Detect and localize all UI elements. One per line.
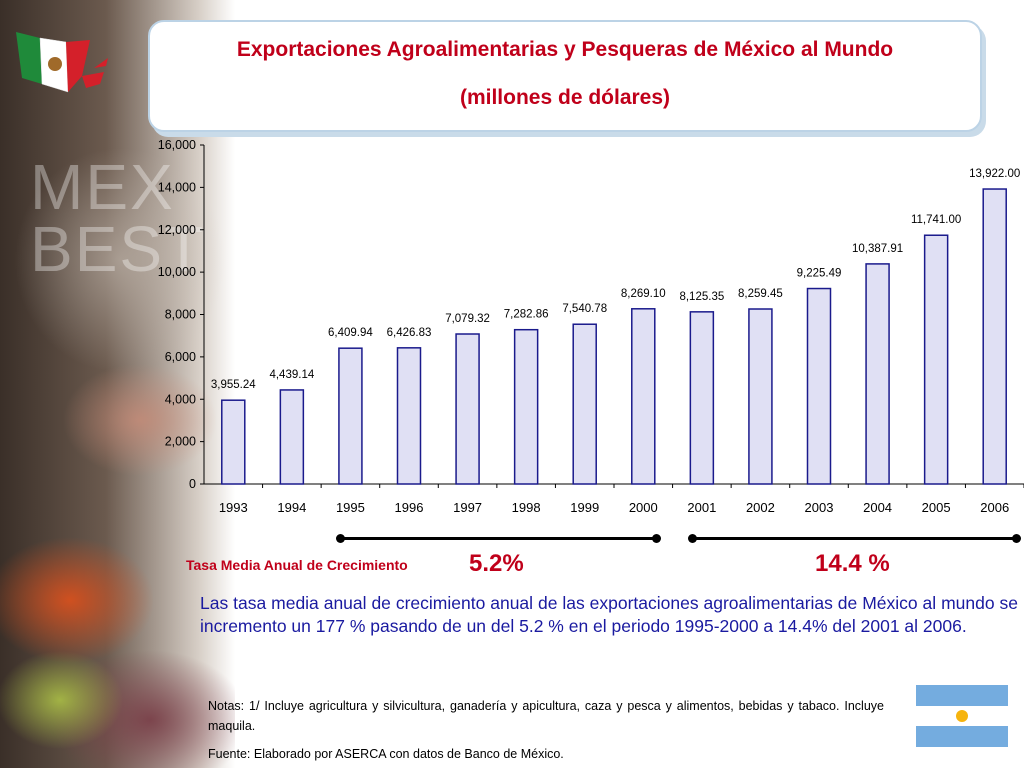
bar-2004 (865, 263, 890, 485)
argentina-flag-icon (916, 685, 1008, 747)
growth-rate-1995-2000: 5.2% (469, 550, 524, 577)
value-label-2000: 8,269.10 (621, 288, 666, 300)
bar-chart: 0 2,000 4,000 6,000 8,000 10,000 12,000 14,000 1… (158, 138, 1024, 515)
y-tick-label: 0 (189, 477, 196, 491)
x-tick-label: 2002 (746, 500, 775, 515)
bar-2003 (806, 287, 832, 485)
value-label-1998: 7,282.86 (504, 309, 549, 321)
value-label-2003: 9,225.49 (797, 268, 842, 280)
value-label-2006: 13,922.00 (969, 168, 1020, 180)
value-label-2002: 8,259.45 (738, 288, 783, 300)
value-label-1994: 4,439.14 (269, 369, 314, 381)
chart-subtitle: (millones de dólares) (459, 86, 671, 109)
period-start-dot-2001 (688, 534, 697, 543)
y-tick-label: 10,000 (158, 265, 196, 279)
x-tick-label: 2004 (863, 500, 892, 515)
y-tick-label: 2,000 (165, 435, 196, 449)
bar-1996 (396, 347, 422, 485)
value-label-2001: 8,125.35 (679, 291, 724, 303)
x-tick-label: 1999 (570, 500, 599, 515)
watermark-line2: BEST (30, 213, 206, 285)
y-tick-label: 6,000 (165, 350, 196, 364)
bar-2005 (923, 234, 949, 485)
bar-1995 (338, 347, 363, 485)
bar-2001 (689, 311, 715, 485)
y-tick-label: 16,000 (158, 138, 196, 152)
x-tick-label: 1997 (453, 500, 482, 515)
bar-1993 (221, 399, 246, 485)
value-label-1993: 3,955.24 (211, 379, 256, 391)
title-box: Exportaciones Agroalimentarias y Pesquer… (148, 20, 982, 132)
period-line-2001-2006 (692, 537, 1016, 540)
period-end-dot-2006 (1012, 534, 1021, 543)
bar-2006 (982, 188, 1007, 485)
x-tick-label: 1993 (219, 500, 248, 515)
growth-rate-2001-2006: 14.4 % (815, 550, 890, 577)
value-label-1997: 7,079.32 (445, 313, 490, 325)
value-label-2004: 10,387.91 (852, 243, 903, 255)
bar-2000 (631, 308, 656, 485)
period-end-dot-2000 (652, 534, 661, 543)
notes-text: Notas: 1/ Incluye agricultura y silvicul… (208, 699, 884, 733)
period-line-1995-2000 (340, 537, 656, 540)
bar-1998 (513, 328, 539, 485)
x-tick-label: 2005 (922, 500, 951, 515)
bar-1997 (455, 333, 480, 485)
x-tick-label: 1995 (336, 500, 365, 515)
growth-rate-label: Tasa Media Anual de Crecimiento (186, 557, 408, 573)
value-label-1996: 6,426.83 (387, 327, 432, 339)
value-label-1999: 7,540.78 (562, 303, 607, 315)
period-start-dot-1995 (336, 534, 345, 543)
y-tick-label: 12,000 (158, 223, 196, 237)
source-text: Fuente: Elaborado por ASERCA con datos d… (208, 747, 564, 761)
x-tick-label: 1994 (277, 500, 306, 515)
bar-1994 (279, 389, 305, 485)
bar-2002 (748, 308, 773, 485)
x-tick-label: 2001 (687, 500, 716, 515)
bar-1999 (572, 323, 597, 485)
x-tick-label: 1998 (512, 500, 541, 515)
x-tick-label: 1996 (395, 500, 424, 515)
y-tick-label: 14,000 (158, 180, 196, 194)
summary-paragraph: Las tasa media anual de crecimiento anua… (200, 593, 1018, 636)
chart-title: Exportaciones Agroalimentarias y Pesquer… (236, 38, 894, 61)
value-label-2005: 11,741.00 (911, 214, 961, 226)
watermark-line1: MEX (30, 151, 175, 223)
mexico-flag-icon (16, 32, 108, 93)
x-tick-label: 2006 (980, 500, 1009, 515)
y-tick-label: 8,000 (165, 308, 196, 322)
x-tick-label: 2000 (629, 500, 658, 515)
x-tick-label: 2003 (805, 500, 834, 515)
value-label-1995: 6,409.94 (328, 327, 373, 339)
y-tick-label: 4,000 (165, 392, 196, 406)
